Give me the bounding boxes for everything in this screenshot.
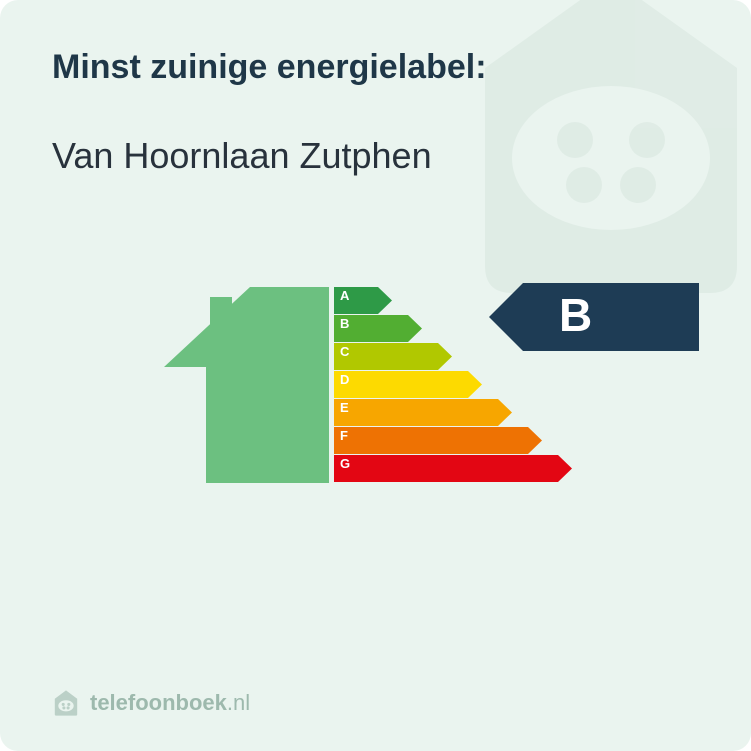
energy-bar — [334, 399, 512, 426]
badge-letter: B — [559, 288, 592, 342]
footer-brand-name: telefoonboek — [90, 690, 227, 715]
footer: telefoonboek.nl — [52, 689, 250, 717]
energy-bar-label: B — [340, 316, 349, 331]
footer-brand: telefoonboek.nl — [90, 690, 250, 716]
energy-bar — [334, 455, 572, 482]
card-subtitle: Van Hoornlaan Zutphen — [52, 135, 699, 177]
energy-bar — [334, 427, 542, 454]
energy-label-card: Minst zuinige energielabel: Van Hoornlaa… — [0, 0, 751, 751]
energy-bar-label: F — [340, 428, 348, 443]
house-icon — [164, 287, 329, 483]
energy-bar — [334, 343, 452, 370]
energy-chart: ABCDEFG B — [52, 247, 699, 527]
energy-bar-label: E — [340, 400, 349, 415]
energy-bar-label: G — [340, 456, 350, 471]
energy-bar-label: A — [340, 288, 349, 303]
footer-logo-icon — [52, 689, 80, 717]
card-title: Minst zuinige energielabel: — [52, 48, 699, 87]
energy-bar — [334, 371, 482, 398]
energy-bar-label: C — [340, 344, 349, 359]
footer-brand-suffix: .nl — [227, 690, 250, 715]
energy-bar-label: D — [340, 372, 349, 387]
selected-label-badge: B — [489, 283, 699, 351]
badge-shape — [489, 283, 699, 351]
